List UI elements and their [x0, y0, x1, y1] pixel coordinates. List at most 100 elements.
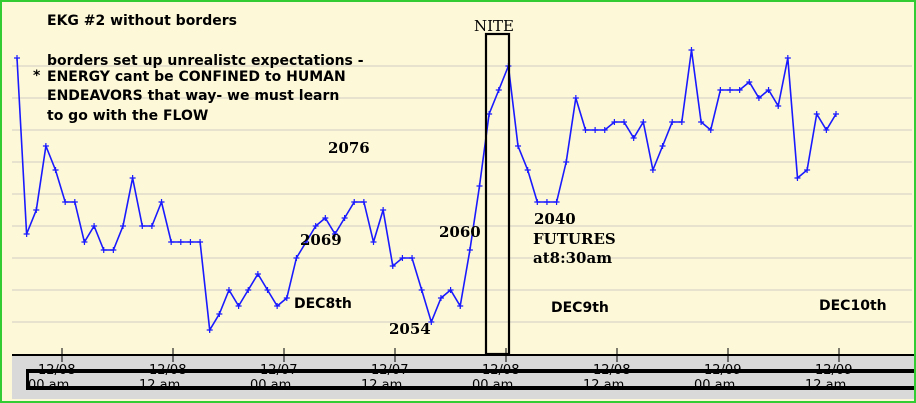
series-point: [794, 175, 801, 181]
series-point: [418, 287, 425, 293]
x-tick-time-label: 12 am: [361, 378, 402, 393]
series-point: [254, 271, 261, 277]
series-point: [640, 119, 647, 125]
series-point: [177, 239, 184, 245]
series-point: [119, 223, 126, 229]
subtitle-line-4: to go with the FLOW: [47, 108, 208, 124]
series-point: [524, 167, 531, 173]
series-point: [678, 119, 685, 125]
series-line: [16, 49, 837, 333]
series-point: [370, 239, 377, 245]
series-point: [804, 167, 811, 173]
annotation-2054: 2054: [389, 320, 431, 338]
series-point: [158, 199, 165, 205]
series-point: [274, 303, 281, 309]
annotation-2076: 2076: [328, 139, 370, 157]
subtitle-line-1: borders set up unrealistc expectations -: [47, 53, 364, 69]
x-tick-time-label: 00 am: [472, 378, 513, 393]
series-point: [303, 239, 310, 245]
series-point: [582, 127, 589, 133]
series-point: [225, 287, 232, 293]
series-point: [312, 223, 319, 229]
series-point: [784, 55, 791, 61]
subtitle-line-2: ENERGY cant be CONFINED to HUMAN: [47, 69, 346, 85]
series-point: [823, 127, 830, 133]
x-axis-bar-top: [26, 369, 914, 373]
series-point: [331, 231, 338, 237]
annotation-2040: 2040: [534, 210, 576, 228]
series-point: [197, 239, 204, 245]
series-point: [813, 111, 820, 117]
series-point: [437, 295, 444, 301]
annotation-dec9: DEC9th: [551, 300, 609, 316]
x-axis-bar-bottom: [26, 386, 914, 390]
series-point: [206, 327, 213, 333]
x-axis-baseline: [12, 354, 914, 356]
series-point: [476, 183, 483, 189]
series-point: [688, 47, 695, 53]
series-point: [717, 87, 724, 93]
chart-title: EKG #2 without borders: [47, 13, 237, 29]
series-point: [621, 119, 628, 125]
series-point: [168, 239, 175, 245]
series-point: [428, 319, 435, 325]
series-point: [351, 199, 358, 205]
annotation-2069: 2069: [300, 231, 342, 249]
series-point: [62, 199, 69, 205]
series-point: [765, 87, 772, 93]
x-tick-time-label: 12 am: [805, 378, 846, 393]
series-point: [139, 223, 146, 229]
series-point: [91, 223, 98, 229]
series-point: [42, 143, 49, 149]
x-tick-time-label: 00 am: [250, 378, 291, 393]
series-point: [71, 199, 78, 205]
series-point: [100, 247, 107, 253]
series-point: [23, 231, 30, 237]
series-point: [601, 127, 608, 133]
series-point: [216, 311, 223, 317]
series-point: [592, 127, 599, 133]
annotation-dec10: DEC10th: [819, 298, 887, 314]
series-point: [649, 167, 656, 173]
annotation-2060: 2060: [439, 223, 481, 241]
annotation-nite: NITE: [474, 17, 514, 35]
series-point: [736, 87, 743, 93]
series-point: [611, 119, 618, 125]
series-point: [486, 111, 493, 117]
series-point: [572, 95, 579, 101]
series-point: [553, 199, 560, 205]
nite-box: [484, 32, 511, 356]
series-point: [245, 287, 252, 293]
series-point: [409, 255, 416, 261]
series-point: [235, 303, 242, 309]
series-point: [52, 167, 59, 173]
series-point: [755, 95, 762, 101]
series-point: [341, 215, 348, 221]
series-point: [264, 287, 271, 293]
series-point: [707, 127, 714, 133]
series-point: [322, 215, 329, 221]
series-markers: [14, 47, 839, 333]
series-point: [380, 207, 387, 213]
subtitle-line-3: ENDEAVORS that way- we must learn: [47, 88, 339, 104]
series-point: [33, 207, 40, 213]
series-point: [669, 119, 676, 125]
series-point: [293, 255, 300, 261]
x-tick-time-label: 00 am: [28, 378, 69, 393]
series-point: [515, 143, 522, 149]
x-tick-time-label: 00 am: [694, 378, 735, 393]
series-point: [543, 199, 550, 205]
series-point: [630, 135, 637, 141]
series-point: [283, 295, 290, 301]
series-point: [14, 55, 20, 61]
series-point: [447, 287, 454, 293]
series-point: [148, 223, 155, 229]
series-point: [833, 111, 839, 117]
series-point: [187, 239, 194, 245]
series-point: [775, 103, 782, 109]
bullet-marker: *: [33, 68, 41, 84]
x-tick-time-label: 12 am: [583, 378, 624, 393]
series-point: [698, 119, 705, 125]
series-point: [360, 199, 367, 205]
